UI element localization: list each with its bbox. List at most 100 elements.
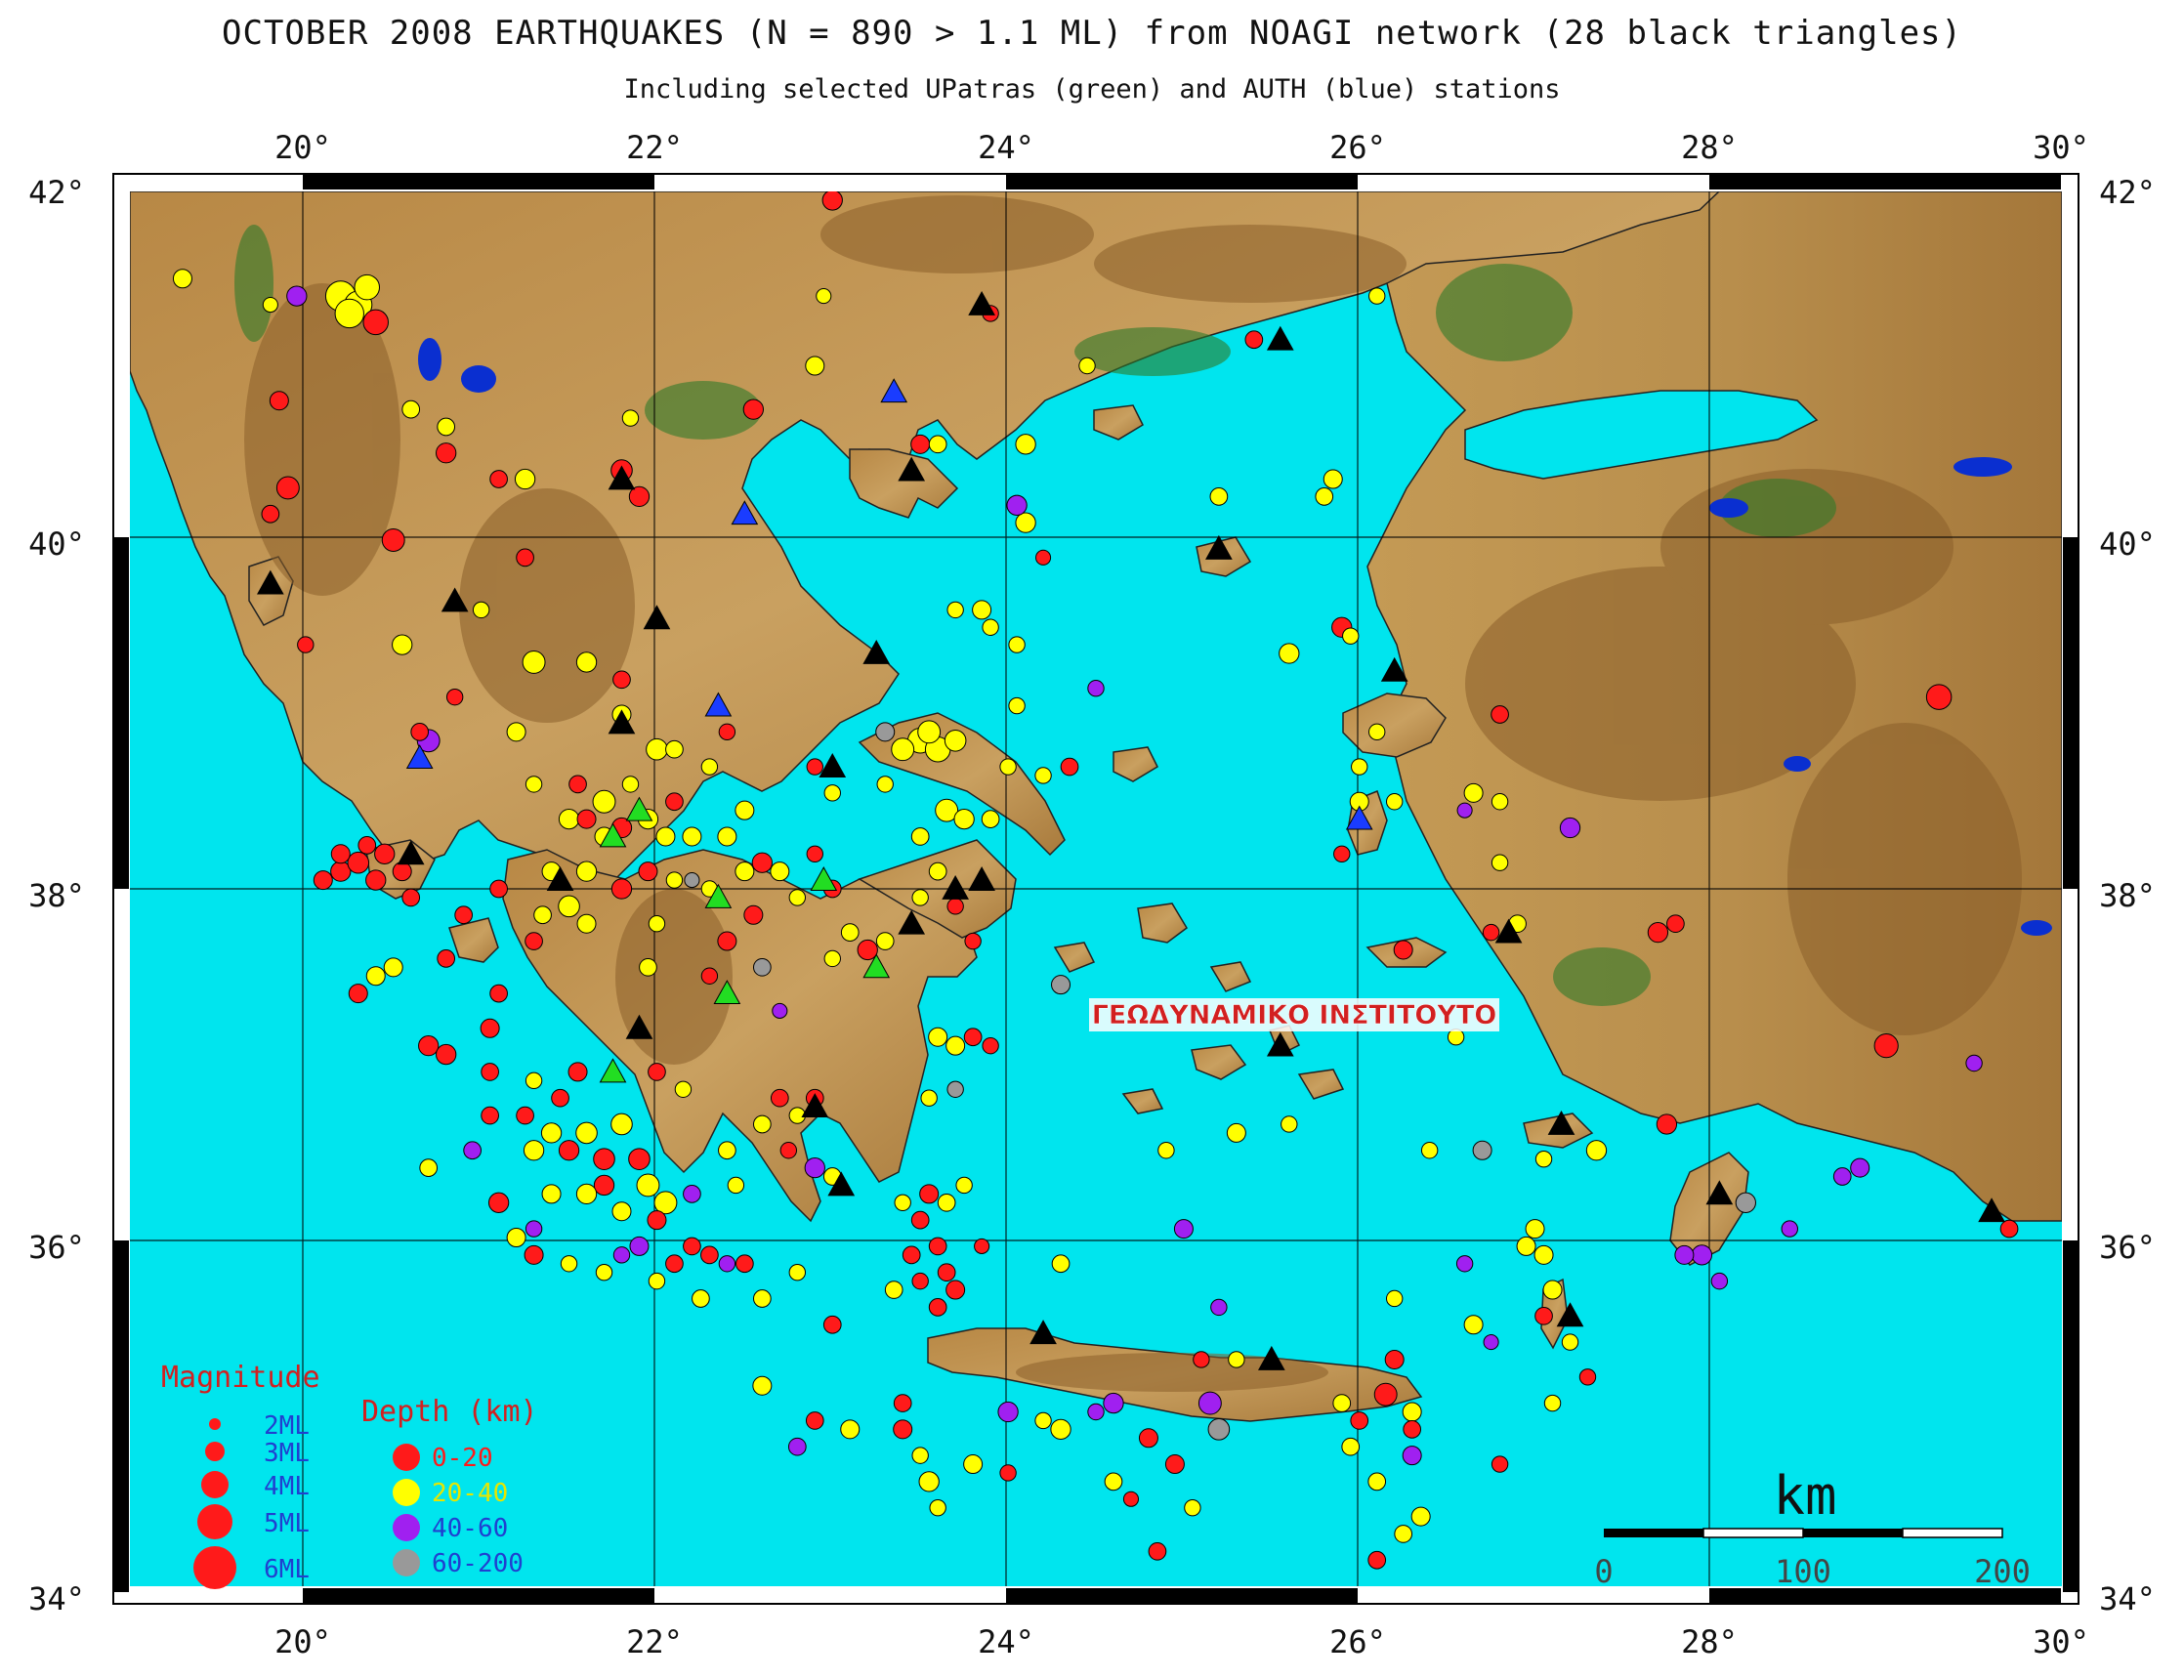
- depth-legend-label: 20-40: [432, 1479, 508, 1508]
- earthquake-marker: [683, 1237, 701, 1256]
- earthquake-marker: [523, 1140, 545, 1161]
- top-lon-tick: 22°: [626, 129, 683, 166]
- earthquake-marker: [752, 1375, 773, 1396]
- noagi-station-triangle: [1705, 1180, 1734, 1205]
- earthquake-marker: [1351, 758, 1368, 776]
- depth-legend-items: 0-20 20-40 40-60 60-200: [393, 1444, 524, 1578]
- right-lat-tick: 36°: [2099, 1229, 2156, 1266]
- noagi-station-triangle: [397, 840, 425, 865]
- earthquake-marker: [1051, 1254, 1071, 1274]
- earthquake-marker: [611, 1201, 632, 1222]
- earthquake-marker: [910, 1210, 930, 1230]
- earthquake-marker: [1342, 627, 1360, 645]
- earthquake-marker: [821, 191, 843, 211]
- earthquake-marker: [894, 1194, 911, 1212]
- earthquake-marker: [805, 356, 825, 376]
- earthquake-marker: [928, 1298, 947, 1317]
- earthquake-marker: [918, 1471, 940, 1492]
- earthquake-marker: [1034, 1411, 1052, 1430]
- earthquake-marker: [1173, 1219, 1194, 1239]
- earthquake-marker: [1164, 1454, 1185, 1475]
- noagi-station-triangle: [1205, 534, 1233, 560]
- earthquake-marker: [463, 1141, 482, 1160]
- earthquake-marker: [172, 269, 192, 289]
- earthquake-marker: [1559, 817, 1581, 839]
- depth-legend-title: Depth (km): [361, 1395, 538, 1429]
- institute-label: ΓΕΩΔΥΝΑΜΙΚΟ ΙΝΣΤΙΤΟΥΤΟ: [1089, 998, 1499, 1031]
- earthquake-marker: [946, 898, 964, 915]
- earthquake-marker: [1455, 1255, 1474, 1273]
- earthquake-marker: [575, 651, 598, 673]
- earthquake-marker: [1491, 705, 1509, 724]
- earthquake-marker: [1691, 1244, 1713, 1266]
- top-lon-tick: 30°: [2033, 129, 2089, 166]
- earthquake-marker: [1207, 1418, 1231, 1441]
- lakes: [418, 338, 2052, 936]
- right-lat-tick: 38°: [2099, 877, 2156, 914]
- earthquake-marker: [481, 1106, 499, 1125]
- magnitude-legend-label: 3ML: [264, 1439, 310, 1468]
- earthquake-marker: [593, 1148, 615, 1170]
- earthquake-marker: [1226, 1122, 1246, 1143]
- earthquake-marker: [1832, 1167, 1852, 1186]
- earthquake-marker: [1333, 845, 1351, 862]
- earthquake-marker: [1228, 1351, 1245, 1368]
- earthquake-marker: [1008, 636, 1026, 653]
- earthquake-marker: [857, 939, 878, 961]
- magnitude-legend-title: Magnitude: [161, 1361, 320, 1395]
- earthquake-marker: [876, 776, 894, 793]
- right-lat-ticks: 42° 40° 38° 36° 34°: [2099, 174, 2156, 1617]
- earthquake-marker: [1534, 1306, 1553, 1325]
- earthquake-marker: [1035, 549, 1052, 566]
- earthquake-marker: [576, 913, 597, 934]
- earthquake-marker: [1008, 696, 1026, 715]
- earthquake-marker: [910, 827, 930, 846]
- earthquake-marker: [1483, 1334, 1499, 1351]
- upatras-station-triangle: [704, 883, 733, 908]
- earthquake-marker: [1674, 1244, 1695, 1265]
- earthquake-marker: [982, 1036, 999, 1055]
- earthquake-marker: [822, 1315, 842, 1334]
- earthquake-marker: [1323, 469, 1343, 489]
- bottom-lon-tick: 22°: [626, 1623, 683, 1660]
- earthquake-marker: [692, 1289, 710, 1308]
- earthquake-marker: [902, 1245, 921, 1265]
- magnitude-legend-label: 2ML: [264, 1411, 310, 1441]
- earthquake-marker: [1710, 1272, 1729, 1290]
- earthquake-marker: [286, 285, 308, 307]
- noagi-station-triangle: [1556, 1302, 1584, 1327]
- noagi-station-triangle: [1266, 1031, 1294, 1057]
- earthquake-marker: [1050, 1418, 1071, 1440]
- earthquake-marker: [1148, 1541, 1167, 1561]
- earthquake-marker: [595, 1264, 613, 1281]
- earthquake-marker: [1281, 1115, 1298, 1133]
- earthquake-marker: [348, 984, 368, 1004]
- earthquake-marker: [1516, 1236, 1536, 1256]
- earthquake-marker: [911, 1447, 929, 1464]
- earthquake-marker: [718, 1255, 736, 1273]
- left-lat-tick: 38°: [28, 877, 85, 914]
- earthquake-marker: [840, 923, 860, 942]
- earthquake-layer: [172, 191, 2019, 1570]
- earthquake-marker: [1197, 1391, 1222, 1415]
- magnitude-legend-circle: [209, 1418, 221, 1430]
- auth-station-triangle: [704, 692, 733, 717]
- earthquake-marker: [1368, 287, 1386, 305]
- auth-station-triangle: [731, 500, 759, 525]
- earthquake-marker: [1104, 1472, 1123, 1491]
- earthquake-marker: [1315, 487, 1334, 506]
- noagi-station-triangle: [827, 1171, 856, 1197]
- earthquake-marker: [1491, 793, 1509, 811]
- earthquake-marker: [1279, 643, 1300, 664]
- earthquake-marker: [917, 720, 942, 744]
- earthquake-marker: [419, 1158, 439, 1177]
- earthquake-marker: [1384, 1349, 1405, 1369]
- earthquake-marker: [445, 688, 464, 706]
- earthquake-marker: [551, 1088, 569, 1108]
- noagi-station-triangle: [819, 753, 847, 777]
- earthquake-marker: [541, 1184, 562, 1204]
- earthquake-marker: [592, 789, 616, 814]
- left-lat-tick: 36°: [28, 1229, 85, 1266]
- earthquake-marker: [920, 1089, 938, 1107]
